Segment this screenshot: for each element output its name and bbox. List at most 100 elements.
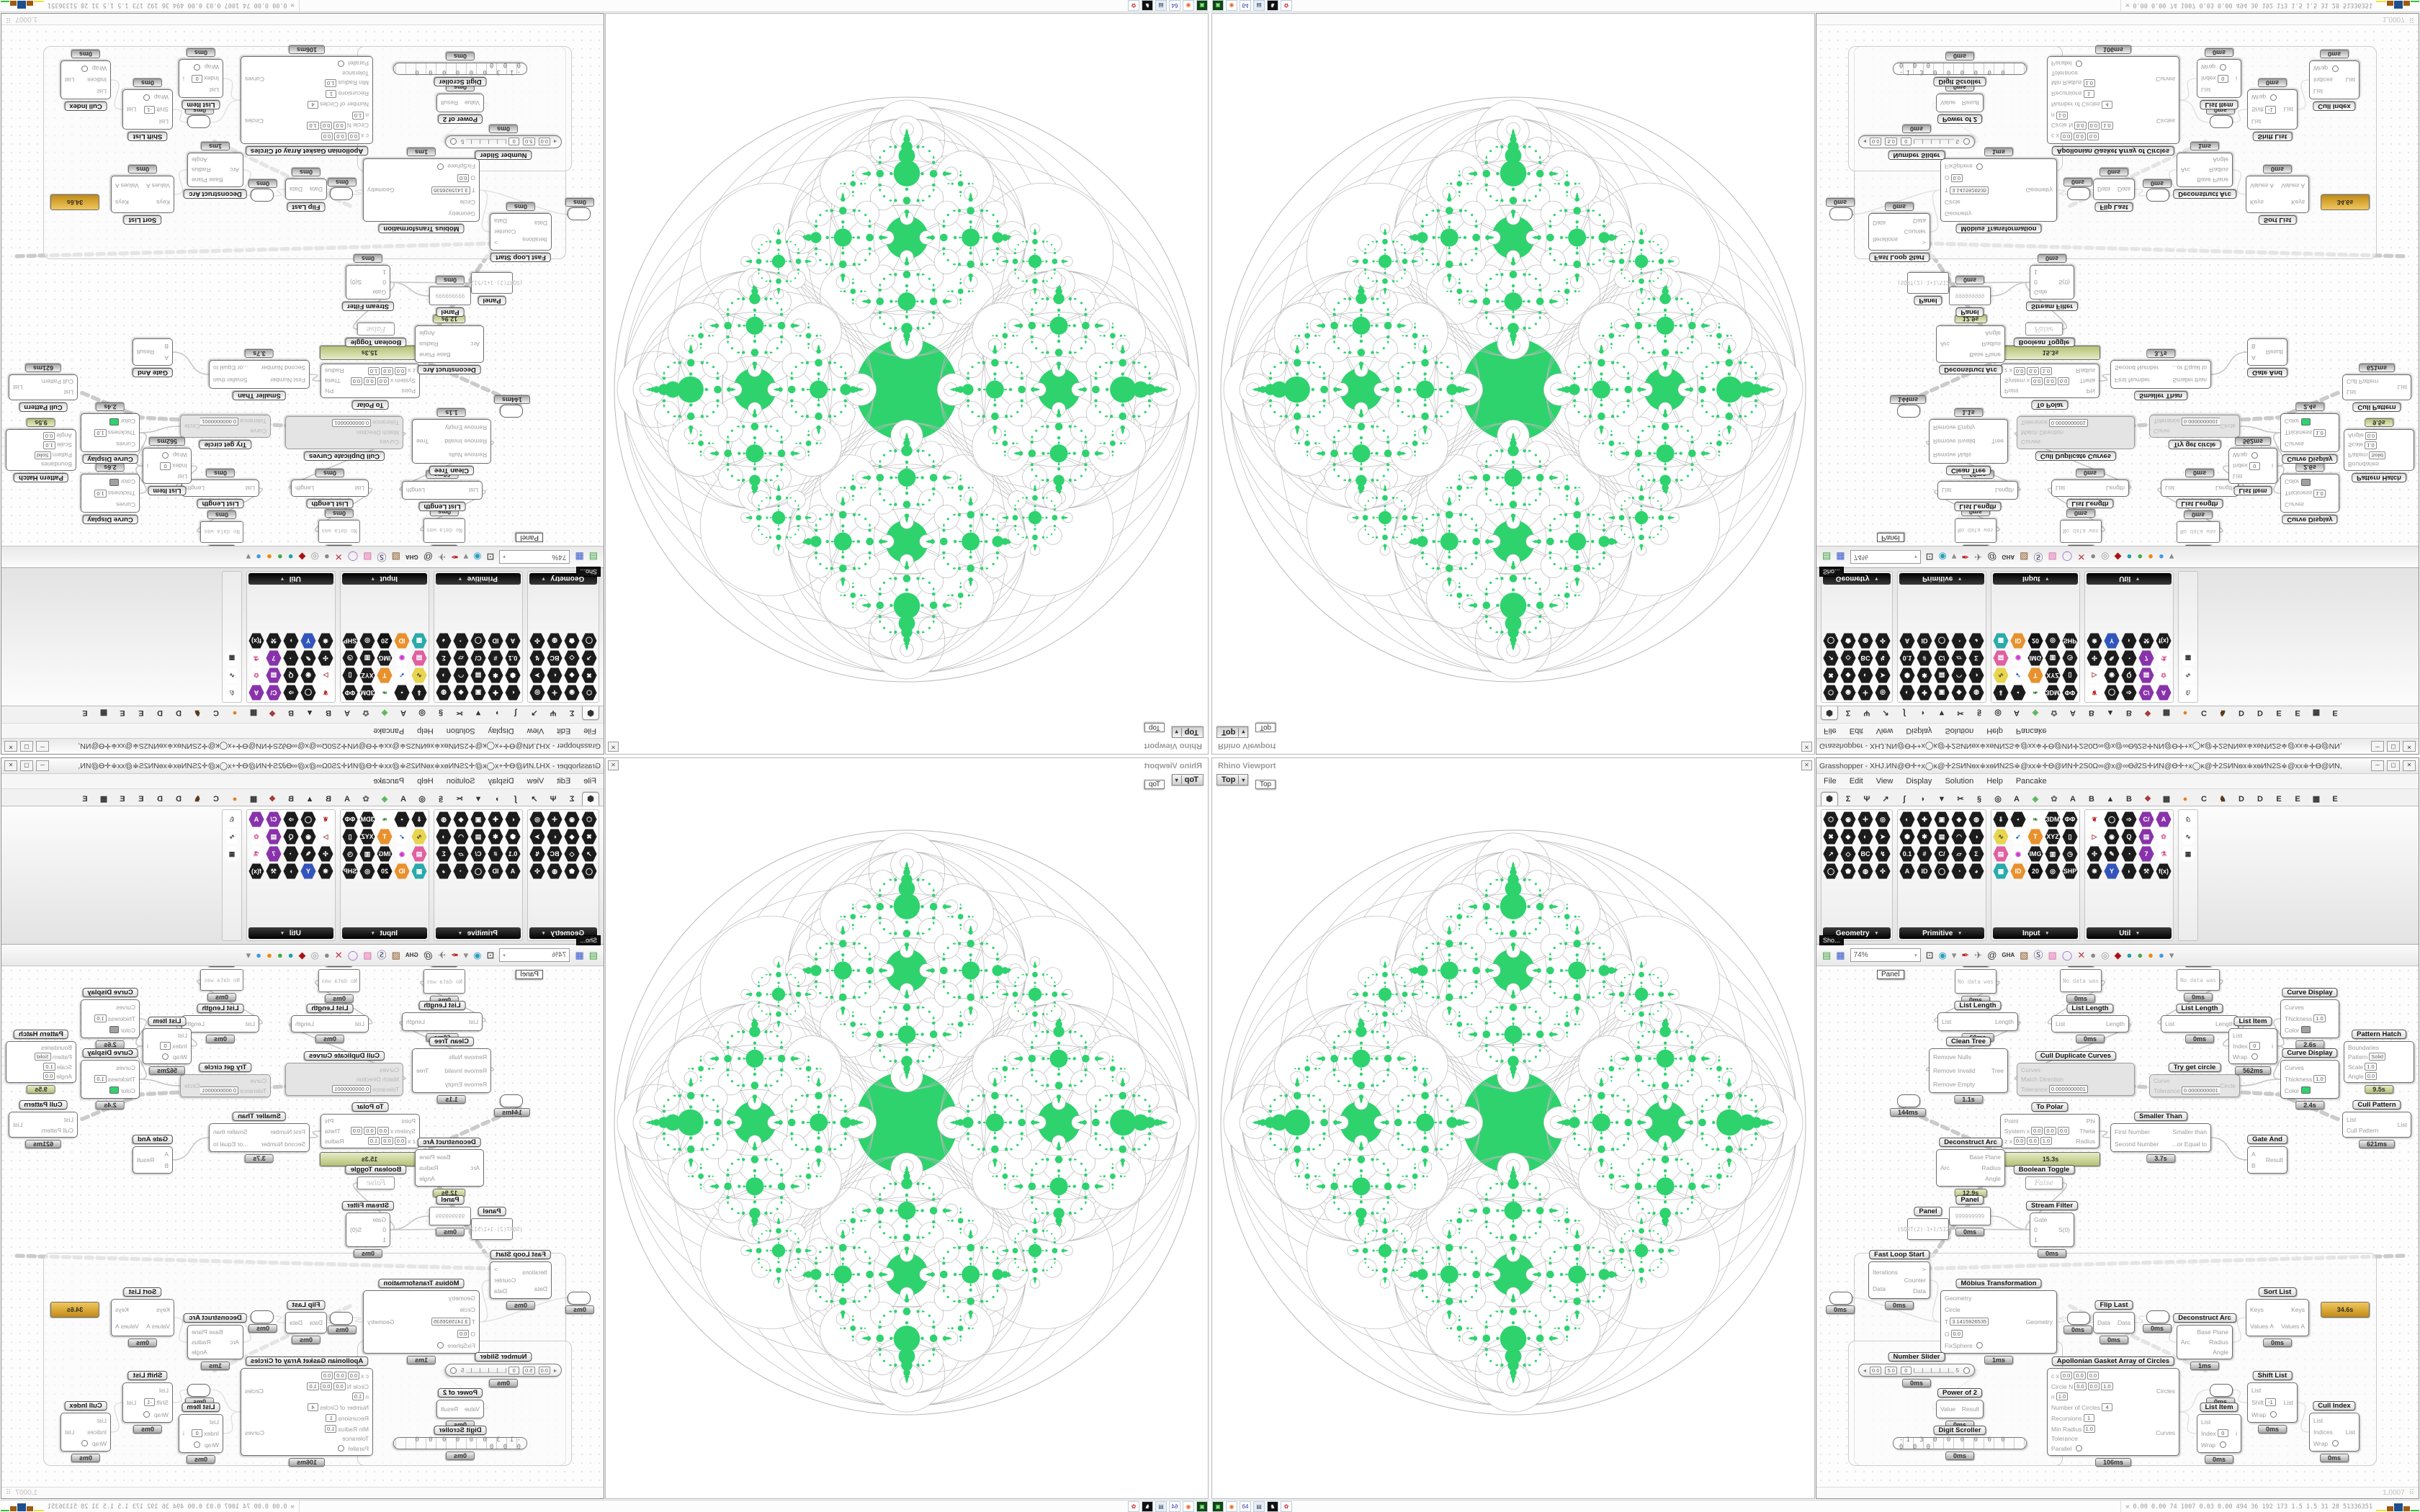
value-chip[interactable]: 1.0 [94,429,107,438]
ribbon-tab-19[interactable]: ● [2182,795,2188,804]
value-chip[interactable]: 0.0000000001 [2181,1086,2220,1094]
node-body[interactable]: No data was [318,520,360,543]
maximize-button[interactable]: ▢ [20,741,33,752]
gh-node-panel[interactable]: Panel (SQRT(2)-1+1/512)*1 [461,272,523,305]
toolbar-icon-9[interactable]: GHA [405,554,418,561]
component-icon[interactable]: ▦ [224,650,240,666]
taskbar-app-icon-2[interactable]: 64 [1169,0,1180,11]
toggle-port-icon[interactable] [2075,1445,2082,1452]
component-icon[interactable]: 3DM [359,685,375,701]
node-body[interactable]: List Cull Pattern List [2342,1112,2411,1138]
value-chip[interactable]: 0.0 [333,122,346,130]
node-body[interactable]: No data was [200,521,243,543]
component-icon[interactable]: ▣ [470,685,486,701]
component-icon[interactable]: ΦΦ [342,685,358,701]
ribbon-tab-27[interactable]: E [82,708,88,717]
ribbon-tab-0[interactable]: ⬢ [1821,792,1838,806]
close-button[interactable]: ✕ [2403,760,2416,771]
component-icon[interactable]: ✛ [1857,811,1873,827]
component-icon[interactable]: ◕ [1968,863,1984,879]
component-icon[interactable]: ◔ [283,650,299,666]
node-body[interactable]: Arc Base Plane Radius Angle [1936,1149,2005,1187]
value-chip[interactable]: 0.0 [2087,1371,2099,1380]
node-label[interactable]: Cull Index [2313,1401,2356,1410]
node-body[interactable] [187,115,210,128]
node-label[interactable]: List Length [197,499,244,508]
value-chip[interactable]: 1.0 [94,490,107,498]
node-label[interactable]: List Length [418,502,466,511]
toolbar-icon-3[interactable]: ⊡ [486,552,495,563]
component-icon[interactable]: Y [2104,863,2120,879]
toggle-port-icon[interactable] [2219,1441,2226,1449]
component-icon[interactable]: ◯ [2104,811,2120,827]
component-icon[interactable]: ◉ [300,667,316,683]
gh-node-boolean-toggle[interactable]: Boolean Toggle False [2013,1165,2075,1189]
component-icon[interactable]: f(x) [248,633,264,649]
ribbon-tab-13[interactable]: A [2070,795,2076,804]
toolbar-icon-9[interactable]: GHA [2002,951,2015,958]
node-label[interactable]: List Item [2200,1403,2238,1412]
node-label[interactable]: Digit Scroller [434,77,487,86]
component-icon[interactable]: ✣ [529,633,545,649]
value-chip[interactable]: 0.0 [320,122,333,130]
color-swatch[interactable] [109,418,119,426]
value-chip[interactable]: 1.0 [2056,1392,2069,1401]
ribbon-tab-13[interactable]: A [344,708,350,717]
ribbon-tab-17[interactable]: ❖ [2144,795,2151,804]
node-label[interactable]: Deconstruct Arc [1939,1138,2002,1147]
node-body[interactable]: List Length [2051,1015,2129,1032]
resize-grip-icon[interactable]: ⠿ [2408,1489,2414,1497]
menu-item-view[interactable]: View [1876,777,1894,786]
gh-node-capsule[interactable]: 34.6s [50,194,99,210]
value-chip[interactable]: 0 [192,74,203,83]
node-label[interactable]: Panel [436,307,465,317]
node-body[interactable]: ◂ 0.0 5.0 0 5 [1858,1364,1975,1377]
gh-node-panel[interactable]: Panel 999999999 0ms [429,276,471,317]
taskbar-app-icon-5[interactable]: ✿ [1281,1501,1292,1512]
component-icon[interactable]: ▦ [411,633,427,649]
node-label[interactable]: Sort List [123,215,162,225]
component-icon[interactable]: ✚ [488,685,503,701]
node-body[interactable]: List Cull Pattern List [9,374,78,400]
node-label[interactable]: Flip Last [2094,1300,2133,1310]
ribbon-tab-5[interactable]: ◗ [494,708,500,717]
component-icon[interactable]: ✿ [2156,829,2172,845]
node-label[interactable]: List Length [1954,1001,2002,1010]
component-icon[interactable]: 0.1 [1899,846,1915,862]
component-icon[interactable]: ▱ [453,650,469,666]
toolbar-icon-0[interactable]: ▤ [588,552,598,563]
component-icon[interactable]: ◉ [2010,846,2026,862]
gh-node-stream-filter[interactable]: Stream Filter Gate 0 1 S(0) 0ms [2025,1201,2079,1258]
component-icon[interactable]: ❧ [377,685,393,701]
gh-node-relay[interactable]: 0ms [2205,1384,2236,1406]
gh-node-deconstruct-arc[interactable]: Deconstruct Arc Arc Base Plane Radius Angle 1… [184,142,247,199]
node-label[interactable]: Panel [430,545,459,546]
value-chip[interactable]: 3.1415926535 [1950,1318,1989,1326]
component-icon[interactable]: ◎ [529,685,545,701]
component-icon[interactable]: ↯ [1875,846,1891,862]
slider-grip[interactable] [1963,1367,1970,1374]
node-label[interactable]: Digit Scroller [1933,1426,1986,1435]
gh-node-deconstruct-arc[interactable]: Deconstruct Arc Arc Base Plane Radius Angle 1… [1936,1138,2005,1197]
node-body[interactable] [251,189,274,202]
node-body[interactable] [330,187,353,200]
slider-grip[interactable] [450,138,457,145]
node-label[interactable]: Stream Filter [2025,1201,2079,1210]
ribbon-tab-20[interactable]: C [213,708,219,717]
toolbar-icon-1[interactable]: ▦ [1836,949,1845,960]
ribbon-tab-24[interactable]: E [2276,795,2282,804]
node-label[interactable]: Flip Last [287,202,326,212]
node-body[interactable] [2146,1310,2169,1323]
component-icon[interactable]: ◯ [300,685,316,701]
component-icon[interactable]: ◆ [564,667,580,683]
